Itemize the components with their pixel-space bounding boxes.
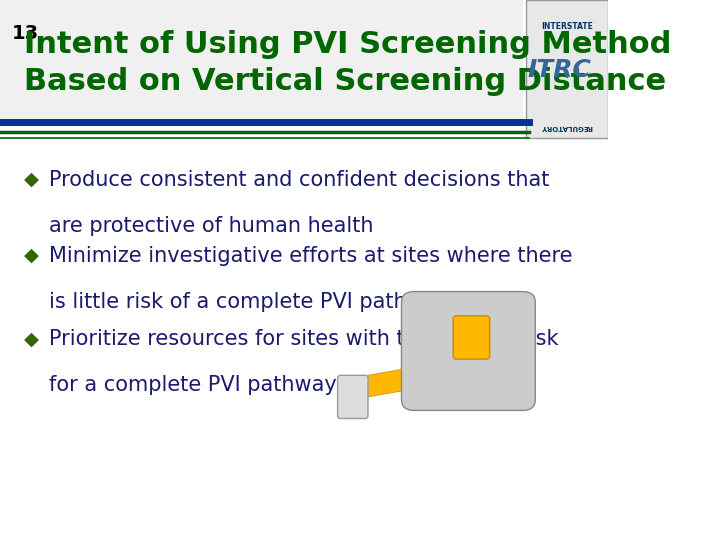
Text: ITRC: ITRC (528, 58, 592, 82)
Text: REGULATORY: REGULATORY (541, 124, 593, 130)
Text: is little risk of a complete PVI pathway: is little risk of a complete PVI pathway (49, 292, 449, 312)
Polygon shape (353, 367, 414, 400)
Text: ◆: ◆ (24, 329, 40, 348)
Text: ◆: ◆ (24, 246, 40, 265)
Text: Minimize investigative efforts at sites where there: Minimize investigative efforts at sites … (49, 246, 572, 266)
Text: Prioritize resources for sites with the highest risk: Prioritize resources for sites with the … (49, 329, 558, 349)
Text: Produce consistent and confident decisions that: Produce consistent and confident decisio… (49, 170, 549, 190)
FancyBboxPatch shape (0, 0, 523, 119)
FancyBboxPatch shape (338, 375, 368, 418)
FancyBboxPatch shape (402, 292, 535, 410)
Text: 13: 13 (12, 24, 40, 43)
FancyBboxPatch shape (453, 316, 490, 359)
Text: Based on Vertical Screening Distance: Based on Vertical Screening Distance (24, 68, 667, 97)
Text: for a complete PVI pathway: for a complete PVI pathway (49, 375, 336, 395)
Text: ◆: ◆ (24, 170, 40, 189)
Text: Intent of Using PVI Screening Method: Intent of Using PVI Screening Method (24, 30, 672, 59)
Text: are protective of human health: are protective of human health (49, 216, 373, 236)
FancyBboxPatch shape (526, 0, 608, 138)
Text: INTERSTATE: INTERSTATE (541, 22, 593, 31)
